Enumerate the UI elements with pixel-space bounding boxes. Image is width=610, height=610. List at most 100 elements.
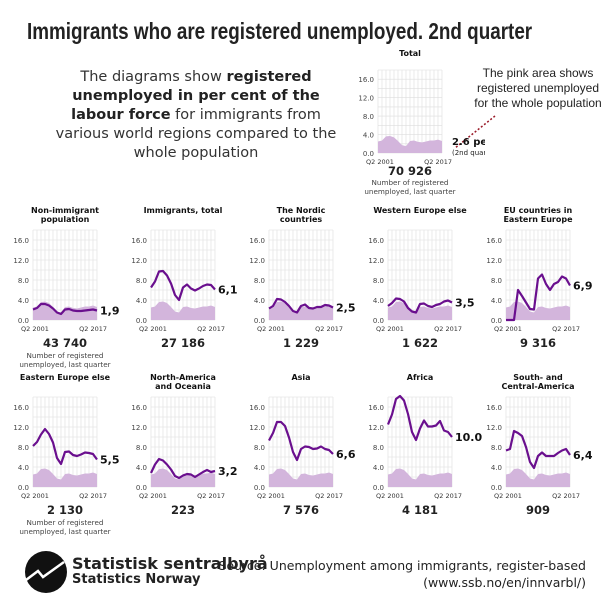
y-tick-label: 8.0 [254, 444, 265, 452]
whole-population-area [33, 468, 97, 487]
intro-part2: for immigrants from various world region… [55, 107, 337, 161]
y-tick-label: 4.0 [18, 464, 29, 472]
y-tick-label: 12.0 [13, 424, 29, 432]
y-tick-label: 4.0 [136, 297, 147, 305]
registered-count: 27 186 [161, 336, 205, 350]
last-value-label: 6,6 [336, 448, 356, 461]
x-start-label: Q2 2001 [494, 492, 522, 500]
last-value-label: 6,4 [573, 449, 593, 462]
registered-count: 43 740 [43, 336, 87, 350]
y-tick-label: 0.0 [254, 317, 265, 325]
y-tick-label: 0.0 [18, 317, 29, 325]
ssb-logo-icon [25, 551, 67, 593]
y-tick-label: 12.0 [13, 257, 29, 265]
x-start-label: Q2 2001 [257, 492, 285, 500]
chart-western: Western Europe else 0.0 4.0 8.0 12.0 16.0 3,5 Q… [368, 206, 475, 350]
last-value-label: 2.6 per cent [452, 137, 485, 148]
whole-population-area [506, 468, 570, 487]
registered-count: 7 576 [283, 503, 319, 517]
chart-title: and Oceania [155, 382, 211, 391]
count-note: Number of registered [27, 518, 104, 527]
last-value-label: 3,2 [218, 465, 238, 478]
registered-count: 223 [171, 503, 195, 517]
y-tick-label: 4.0 [491, 297, 502, 305]
y-tick-label: 0.0 [491, 484, 502, 492]
chart-title: The Nordic [277, 206, 326, 215]
chart-title: population [41, 215, 90, 224]
y-tick-label: 16.0 [358, 76, 374, 84]
x-start-label: Q2 2001 [376, 492, 404, 500]
source-line: Source: Unemployment among immigrants, r… [218, 558, 586, 573]
chart-title: Central-America [501, 382, 574, 391]
last-value-label: 5,5 [100, 454, 120, 467]
x-start-label: Q2 2001 [376, 325, 404, 333]
y-tick-label: 4.0 [491, 464, 502, 472]
chart-title: South- and [513, 373, 563, 382]
y-tick-label: 4.0 [136, 464, 147, 472]
registered-count: 4 181 [402, 503, 438, 517]
page-title: Immigrants who are registered unemployed… [27, 18, 533, 44]
y-tick-label: 4.0 [18, 297, 29, 305]
x-start-label: Q2 2001 [139, 325, 167, 333]
x-end-label: Q2 2017 [79, 325, 107, 333]
x-end-label: Q2 2017 [315, 492, 343, 500]
y-tick-label: 12.0 [368, 257, 384, 265]
registered-count: 1 622 [402, 336, 438, 350]
y-tick-label: 8.0 [136, 444, 147, 452]
x-end-label: Q2 2017 [434, 492, 462, 500]
registered-count: 909 [526, 503, 550, 517]
y-tick-label: 8.0 [18, 277, 29, 285]
y-tick-label: 8.0 [254, 277, 265, 285]
whole-population-area [388, 468, 452, 487]
y-tick-label: 16.0 [368, 237, 384, 245]
y-tick-label: 12.0 [486, 424, 502, 432]
y-tick-label: 16.0 [368, 404, 384, 412]
y-tick-label: 8.0 [373, 277, 384, 285]
y-tick-label: 12.0 [131, 424, 147, 432]
last-value-label: 10.0 [455, 431, 482, 444]
y-tick-label: 0.0 [254, 484, 265, 492]
registered-count: 1 229 [283, 336, 319, 350]
chart-title: Eastern Europe [503, 215, 573, 224]
y-tick-label: 8.0 [491, 444, 502, 452]
x-start-label: Q2 2001 [494, 325, 522, 333]
registered-count: 2 130 [47, 503, 83, 517]
y-tick-label: 8.0 [136, 277, 147, 285]
x-end-label: Q2 2017 [197, 325, 225, 333]
last-value-label: 3,5 [455, 297, 475, 310]
whole-population-area [269, 468, 333, 487]
source-note: Source: Unemployment among immigrants, r… [219, 557, 586, 591]
chart-title: Eastern Europe else [20, 373, 111, 382]
registered-count: 9 316 [520, 336, 556, 350]
y-tick-label: 4.0 [254, 464, 265, 472]
x-end-label: Q2 2017 [79, 492, 107, 500]
whole-population-area [378, 135, 442, 153]
y-tick-label: 4.0 [254, 297, 265, 305]
chart-title: Non-immigrant [31, 206, 99, 215]
chart-title: Africa [407, 373, 434, 382]
source-url: (www.ssb.no/en/innvarbl/) [423, 575, 586, 590]
y-tick-label: 12.0 [368, 424, 384, 432]
whole-population-area [151, 468, 215, 487]
y-tick-label: 0.0 [491, 317, 502, 325]
whole-population-area [388, 301, 452, 320]
y-tick-label: 16.0 [486, 237, 502, 245]
y-tick-label: 16.0 [249, 404, 265, 412]
y-tick-label: 4.0 [363, 132, 374, 140]
x-end-label: Q2 2017 [197, 492, 225, 500]
x-start-label: Q2 2001 [21, 325, 49, 333]
chart-africa: Africa 0.0 4.0 8.0 12.0 16.0 10.0 Q2 2001 Q2 201… [368, 373, 482, 517]
chart-title: EU countries in [504, 206, 573, 215]
chart-title: Immigrants, total [144, 206, 223, 215]
x-end-label: Q2 2017 [424, 158, 452, 166]
count-note: unemployed, last quarter [364, 187, 455, 196]
pink-area-note: The pink area shows registered unemploye… [474, 66, 602, 110]
y-tick-label: 16.0 [131, 237, 147, 245]
y-tick-label: 0.0 [373, 484, 384, 492]
x-end-label: Q2 2017 [315, 325, 343, 333]
